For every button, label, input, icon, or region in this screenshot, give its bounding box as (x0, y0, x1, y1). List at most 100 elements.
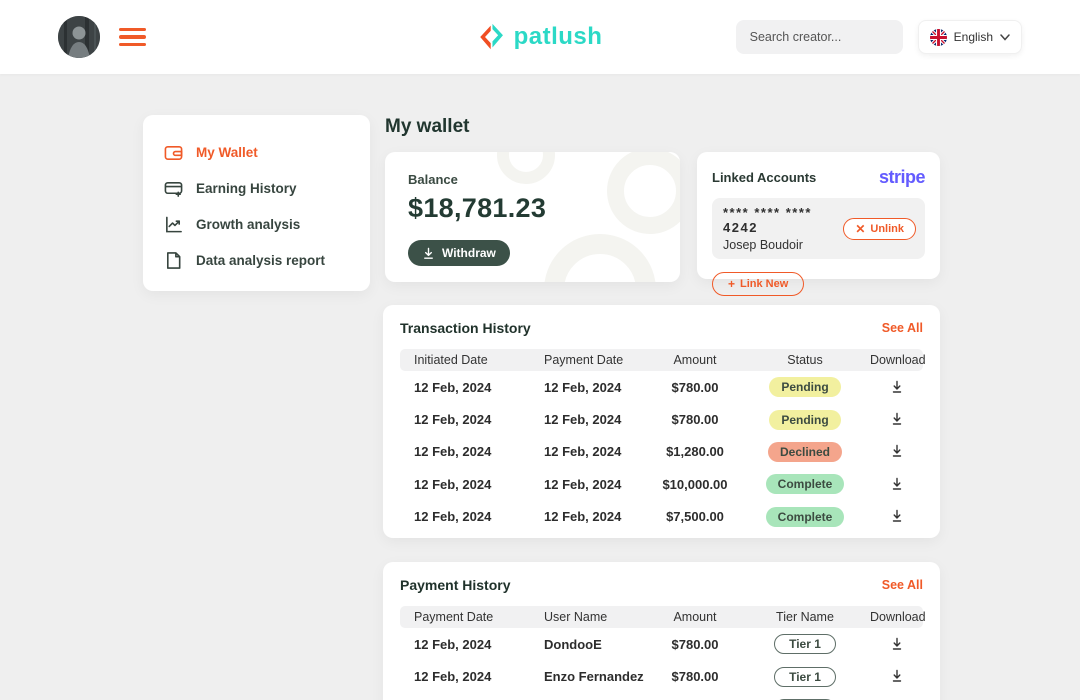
growth-chart-icon (164, 215, 183, 234)
download-icon (892, 669, 901, 682)
column-header: Initiated Date (414, 353, 488, 367)
close-icon: ✕ (855, 221, 866, 236)
search-input[interactable] (735, 20, 903, 54)
stripe-logo: stripe (878, 167, 926, 187)
user-name: Enzo Fernandez (544, 669, 644, 685)
balance-label: Balance (408, 172, 458, 187)
plus-icon: + (728, 277, 736, 291)
logo-text: patlush (513, 23, 603, 50)
status-badge: Complete (765, 506, 845, 527)
payment-date: 12 Feb, 2024 (544, 444, 622, 460)
transaction-history-title: Transaction History (400, 320, 531, 336)
download-button[interactable] (888, 635, 906, 653)
download-button[interactable] (888, 442, 906, 460)
column-header: User Name (544, 610, 608, 624)
payment-see-all-link[interactable]: See All (881, 578, 923, 592)
column-header: Amount (673, 610, 717, 624)
download-button[interactable] (888, 410, 906, 428)
credit-card-plus-icon (164, 179, 183, 198)
user-avatar[interactable] (58, 16, 100, 58)
card-number: **** **** **** 4242 (723, 205, 812, 235)
payment-history-title: Payment History (400, 577, 511, 593)
amount: $7,500.00 (666, 509, 724, 525)
status-badge: Complete (765, 474, 845, 495)
payment-date: 12 Feb, 2024 (544, 412, 622, 428)
sidebar-item-label: My Wallet (196, 144, 258, 160)
uk-flag-icon (929, 28, 947, 46)
menu-icon[interactable] (119, 27, 146, 47)
amount: $780.00 (671, 379, 719, 395)
status-badge: Declined (767, 441, 842, 462)
user-name: DondooE (544, 636, 602, 652)
download-icon (892, 477, 901, 490)
payment-date: 12 Feb, 2024 (544, 476, 622, 492)
table-row: 12 Feb, 2024 12 Feb, 2024 $780.00 Pendin… (400, 371, 923, 403)
download-icon (892, 380, 901, 393)
transaction-table-header: Initiated Date Payment Date Amount Statu… (400, 349, 926, 371)
withdraw-label: Withdraw (442, 246, 496, 260)
balance-amount: $18,781.23 (408, 193, 547, 223)
payment-date: 12 Feb, 2024 (544, 379, 622, 395)
avatar-photo (58, 16, 100, 58)
download-button[interactable] (888, 507, 906, 525)
transaction-see-all-link[interactable]: See All (881, 321, 923, 335)
payment-date: 12 Feb, 2024 (414, 669, 492, 685)
link-new-button[interactable]: + Link New (712, 272, 805, 296)
table-row: 12 Feb, 2024 Enzo Fernandez $780.00 Tier… (400, 660, 923, 692)
download-button[interactable] (888, 475, 906, 493)
sidebar-item-earning-history[interactable]: Earning History (164, 178, 370, 198)
column-header: Download (870, 610, 926, 624)
table-row: 12 Feb, 2024 12 Feb, 2024 $780.00 Pendin… (400, 403, 923, 435)
page-title: My wallet (385, 116, 470, 137)
tier-badge: Tier 1 (774, 634, 836, 655)
initiated-date: 12 Feb, 2024 (414, 412, 492, 428)
decorative-ring (544, 234, 656, 282)
payment-date: 12 Feb, 2024 (414, 636, 492, 652)
column-header: Download (870, 353, 926, 367)
amount: $780.00 (671, 636, 719, 652)
balance-card: Balance $18,781.23 Withdraw (385, 152, 680, 282)
top-header: patlush English (0, 0, 1080, 74)
document-icon (164, 251, 183, 270)
linked-accounts-title: Linked Accounts (712, 170, 817, 185)
table-row: 12 Feb, 2024 DondooE $780.00 Tier 1 (400, 628, 923, 660)
download-icon (424, 247, 433, 259)
amount: $1,280.00 (666, 444, 724, 460)
payment-history-card: Payment History See All Payment Date Use… (383, 562, 940, 700)
sidebar-item-growth-analysis[interactable]: Growth analysis (164, 214, 370, 234)
payment-date: 12 Feb, 2024 (544, 509, 622, 525)
amount: $780.00 (671, 669, 719, 685)
transaction-history-card: Transaction History See All Initiated Da… (383, 305, 940, 538)
language-label: English (953, 30, 993, 44)
logo-diamond-icon (480, 23, 503, 50)
initiated-date: 12 Feb, 2024 (414, 476, 492, 492)
app-logo[interactable]: patlush (478, 22, 603, 52)
status-badge: Pending (769, 377, 841, 398)
sidebar-item-label: Data analysis report (196, 252, 326, 268)
initiated-date: 12 Feb, 2024 (414, 509, 492, 525)
download-icon (892, 510, 901, 522)
status-badge: Pending (769, 409, 841, 430)
download-icon (892, 445, 901, 458)
withdraw-button[interactable]: Withdraw (408, 240, 510, 266)
unlink-label: Unlink (870, 222, 904, 235)
sidebar-item-data-analysis-report[interactable]: Data analysis report (164, 250, 370, 270)
download-button[interactable] (888, 378, 906, 396)
sidebar-item-label: Earning History (196, 180, 297, 196)
wallet-icon (164, 143, 183, 162)
download-button[interactable] (888, 667, 906, 685)
download-icon (892, 637, 901, 650)
chevron-down-icon (1000, 33, 1010, 41)
language-selector[interactable]: English (917, 20, 1022, 54)
linked-account-row: **** **** **** 4242 Josep Boudoir ✕ Unli… (712, 198, 925, 259)
link-new-label: Link New (740, 278, 789, 290)
unlink-button[interactable]: ✕ Unlink (843, 217, 916, 240)
sidebar-item-my-wallet[interactable]: My Wallet (164, 142, 370, 162)
amount: $10,000.00 (662, 476, 728, 492)
payment-table-header: Payment Date User Name Amount Tier Name … (400, 606, 926, 628)
card-holder-name: Josep Boudoir (723, 238, 803, 252)
table-row: 12 Feb, 2024 12 Feb, 2024 $7,500.00 Comp… (400, 501, 923, 533)
column-header: Status (787, 353, 823, 367)
sidebar-item-label: Growth analysis (196, 216, 301, 232)
